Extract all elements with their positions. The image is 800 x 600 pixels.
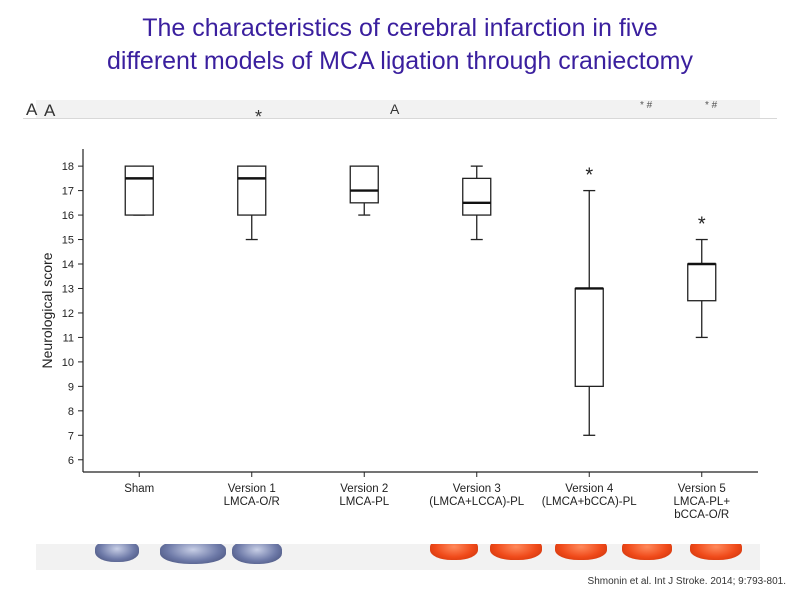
box-4: [574, 287, 604, 388]
significance-marker-2: * #: [705, 100, 718, 111]
box-1: [237, 165, 267, 216]
x-category-label-2-1: LMCA-PL: [339, 496, 389, 508]
box-5: [687, 263, 717, 302]
significance-annotation-4: *: [585, 165, 593, 187]
boxplot-chart-panel: 6 7 8 9 10 11 12 13 14 15 16 17 18 Neurological score…: [23, 118, 777, 544]
y-tick-label-8: 8: [68, 406, 74, 418]
y-tick-label-10: 10: [62, 357, 74, 369]
x-category-label-3-1: (LMCA+LCCA)-PL: [429, 496, 525, 508]
y-tick-label-7: 7: [68, 430, 74, 442]
x-category-label-3-0: Version 3: [453, 483, 501, 495]
x-category-label-4-1: (LMCA+bCCA)-PL: [542, 496, 638, 508]
y-tick-label-6: 6: [68, 455, 74, 467]
box-0: [124, 165, 154, 216]
y-tick-label-14: 14: [62, 259, 74, 271]
brain-slice-image-2: [160, 540, 226, 564]
x-category-label-1-1: LMCA-O/R: [224, 496, 280, 508]
box-3: [462, 177, 492, 216]
citation: Shmonin et al. Int J Stroke. 2014; 9:793…: [587, 576, 786, 587]
y-tick-label-16: 16: [62, 210, 74, 222]
slide-title-line2: different models of MCA ligation through…: [107, 47, 693, 75]
y-tick-label-11: 11: [63, 332, 74, 344]
x-category-label-5-2: bCCA-O/R: [674, 509, 729, 521]
panel-label-a-1: A: [26, 100, 38, 119]
slide-title: The characteristics of cerebral infarcti…: [0, 12, 800, 78]
significance-star: *: [255, 107, 263, 127]
box-2: [349, 165, 379, 204]
panel-label-a-2: A: [44, 101, 56, 120]
boxplot-chart: 6 7 8 9 10 11 12 13 14 15 16 17 18 Neurological score…: [39, 149, 758, 521]
slide-title-line1: The characteristics of cerebral infarcti…: [142, 14, 658, 42]
y-tick-label-17: 17: [62, 186, 74, 198]
x-category-label-5-1: LMCA-PL+: [673, 496, 730, 508]
x-category-label-0-0: Sham: [124, 483, 154, 495]
panel-label-a-3: A: [390, 101, 400, 117]
y-tick-label-12: 12: [62, 308, 74, 320]
x-category-label-2-0: Version 2: [340, 483, 388, 495]
significance-marker-1: * #: [640, 100, 653, 111]
brain-slice-image-3: [232, 540, 282, 564]
y-tick-label-13: 13: [62, 283, 74, 295]
x-category-label-1-0: Version 1: [228, 483, 276, 495]
x-category-label-4-0: Version 4: [565, 483, 614, 495]
y-tick-label-15: 15: [62, 235, 74, 247]
y-axis-label: Neurological score: [39, 252, 55, 368]
y-tick-label-18: 18: [62, 161, 74, 173]
significance-annotation-5: *: [698, 214, 706, 236]
y-tick-label-9: 9: [68, 381, 74, 393]
brain-slice-image-1: [95, 540, 139, 562]
x-category-label-5-0: Version 5: [678, 483, 726, 495]
